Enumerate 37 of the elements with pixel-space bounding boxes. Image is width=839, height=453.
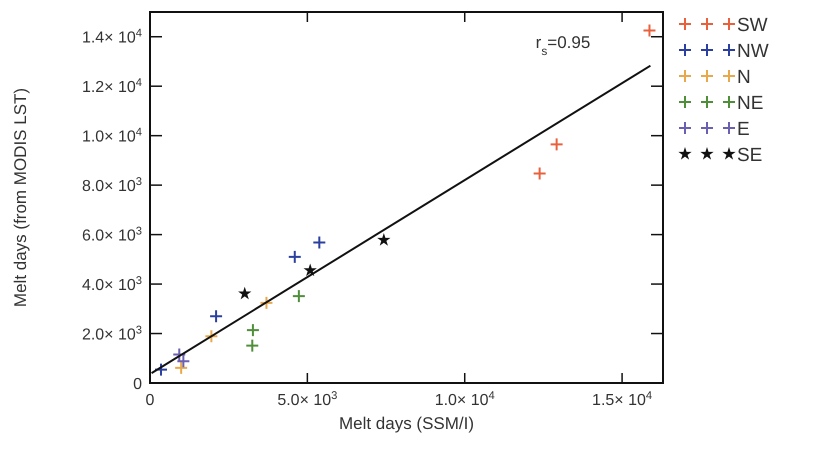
x-tick-label: 1.0× 10$^{4}$ [434,390,495,409]
y-tick-label: 6.0× 10$^{3}$ [82,226,142,245]
x-tick-label: 1.5× 10$^{4}$ [592,390,652,409]
point [238,286,252,300]
point [245,338,260,353]
point [312,236,326,250]
point [246,323,260,338]
y-tick-label: 0 [133,376,142,393]
y-tick-label: 4.0× 10$^{3}$ [82,275,142,294]
point [259,296,274,310]
x-tick-label: 5.0× 10$^{3}$ [277,390,338,409]
point [154,362,168,377]
point [209,309,224,324]
point [174,360,188,375]
legend-label: SE [737,145,762,166]
point [532,166,547,181]
legend-label: SW [737,15,768,36]
y-tick-label: 8.0× 10$^{3}$ [82,176,142,196]
point [288,250,302,264]
point [304,263,317,276]
y-tick-label: 2.0× 10$^{3}$ [82,324,142,344]
point [550,137,564,152]
annotation: r$_{s}$=0.95 [536,33,590,58]
y-tick-label: 1.2× 10$^{4}$ [82,77,142,96]
point [377,233,390,246]
x-tick-label: 0 [146,392,155,409]
point [642,24,656,38]
legend-label: E [737,119,750,140]
y-tick-label: 1.4× 10$^{4}$ [82,28,142,47]
y-tick-label: 1.0× 10$^{4}$ [82,126,142,146]
legend-label: N [737,67,751,88]
y-axis-title: Melt days (from MODIS LST) [11,88,30,308]
point [292,289,306,304]
legend-label: NW [737,41,769,62]
x-axis-title: Melt days (SSM/I) [338,414,474,433]
point [204,329,218,344]
legend-label: NE [737,93,764,114]
